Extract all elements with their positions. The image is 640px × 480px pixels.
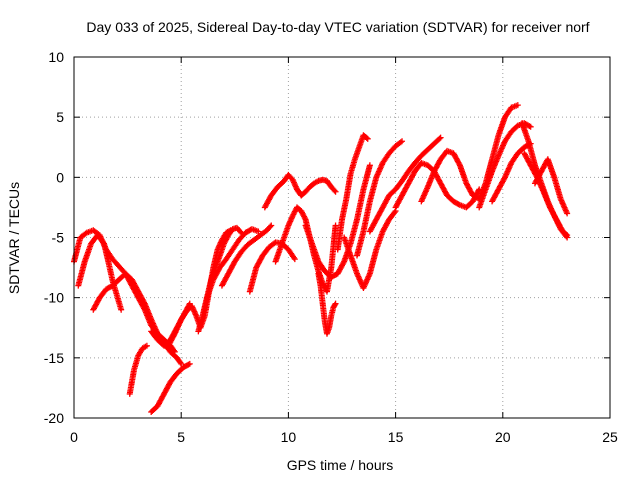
- data-point: [399, 138, 406, 145]
- data-point: [268, 222, 275, 229]
- data-series-22: [418, 102, 521, 205]
- x-tick-label: 5: [177, 429, 185, 445]
- data-point: [340, 259, 347, 266]
- data-point: [118, 306, 125, 313]
- y-tick-label: -10: [44, 290, 64, 306]
- y-tick-label: -15: [44, 350, 64, 366]
- data-series-4: [126, 342, 150, 397]
- data-point: [171, 348, 178, 355]
- data-series-9: [203, 226, 262, 301]
- data-point: [364, 135, 371, 142]
- y-tick-label: -20: [44, 410, 64, 426]
- data-point: [332, 300, 339, 307]
- data-point: [267, 223, 274, 230]
- chart-title: Day 033 of 2025, Sidereal Day-to-day VTE…: [86, 19, 589, 35]
- y-tick-label: 5: [56, 109, 64, 125]
- data-series-5: [148, 360, 193, 415]
- data-point: [391, 209, 398, 216]
- data-point: [177, 359, 184, 366]
- x-tick-label: 25: [602, 429, 618, 445]
- data-point: [255, 228, 262, 235]
- data-series-27: [531, 156, 571, 217]
- data-series-23: [476, 120, 534, 211]
- data-point: [563, 231, 570, 238]
- y-tick-label: 0: [56, 169, 64, 185]
- data-point: [456, 160, 463, 167]
- y-tick-label: -5: [52, 230, 65, 246]
- data-point: [237, 228, 244, 235]
- data-series-10: [218, 222, 275, 289]
- x-tick-label: 10: [281, 429, 297, 445]
- data-point: [527, 123, 534, 130]
- data-point: [397, 139, 404, 146]
- data-series-13: [272, 204, 339, 295]
- data-point: [437, 134, 444, 141]
- x-tick-label: 15: [388, 429, 404, 445]
- data-marks: [71, 102, 571, 415]
- x-tick-label: 20: [495, 429, 511, 445]
- data-point: [332, 188, 339, 195]
- data-point: [185, 361, 192, 368]
- x-tick-label: 0: [70, 429, 78, 445]
- data-point: [291, 256, 298, 263]
- y-tick-label: 10: [48, 49, 64, 65]
- data-point: [331, 187, 338, 194]
- data-point: [526, 123, 533, 130]
- data-series-14: [293, 176, 339, 199]
- data-point: [363, 134, 370, 141]
- data-point: [141, 305, 148, 312]
- data-series-15: [315, 270, 339, 337]
- data-point: [436, 135, 443, 142]
- data-series-19: [366, 134, 444, 235]
- data-point: [143, 342, 150, 349]
- data-point: [178, 360, 185, 367]
- y-axis-label: SDTVAR / TECUs: [6, 182, 22, 294]
- data-series-18: [341, 208, 399, 292]
- data-point: [514, 102, 521, 109]
- data-point: [170, 347, 177, 354]
- plot-frame: [73, 56, 611, 419]
- data-point: [366, 162, 373, 169]
- data-series-25: [519, 120, 571, 241]
- data-point: [186, 360, 193, 367]
- data-series-11: [246, 239, 298, 295]
- data-series-16: [302, 162, 373, 281]
- data-point: [564, 210, 571, 217]
- data-point: [331, 301, 338, 308]
- data-point: [332, 222, 339, 229]
- data-point: [564, 232, 571, 239]
- data-series-20: [354, 138, 406, 259]
- data-series-24: [489, 140, 534, 205]
- data-series-17: [334, 132, 371, 253]
- data-point: [100, 239, 107, 246]
- data-series-1: [75, 232, 125, 313]
- data-point: [455, 201, 462, 208]
- x-axis-label: GPS time / hours: [287, 457, 394, 473]
